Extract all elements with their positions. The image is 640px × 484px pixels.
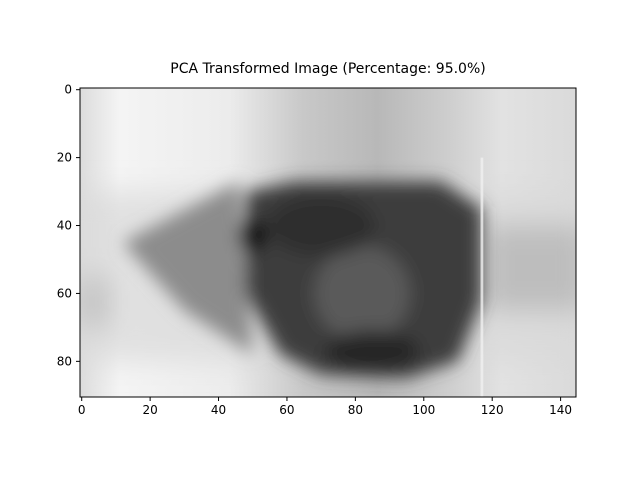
y-tick-label: 60 (57, 286, 72, 300)
x-tick-label: 20 (142, 403, 157, 417)
chart-title: PCA Transformed Image (Percentage: 95.0%… (170, 61, 485, 77)
y-tick-label: 80 (57, 354, 72, 368)
x-tick-label: 0 (78, 403, 86, 417)
x-tick-label: 120 (481, 403, 504, 417)
x-tick-label: 40 (211, 403, 226, 417)
y-tick-label: 0 (64, 83, 72, 97)
x-tick-label: 60 (279, 403, 294, 417)
axes-frame (79, 87, 577, 398)
image (80, 88, 576, 397)
y-tick-label: 40 (57, 219, 72, 233)
x-tick-label: 100 (412, 403, 435, 417)
x-tick-label: 140 (549, 403, 572, 417)
x-tick-label: 80 (348, 403, 363, 417)
y-tick-label: 20 (57, 151, 72, 165)
